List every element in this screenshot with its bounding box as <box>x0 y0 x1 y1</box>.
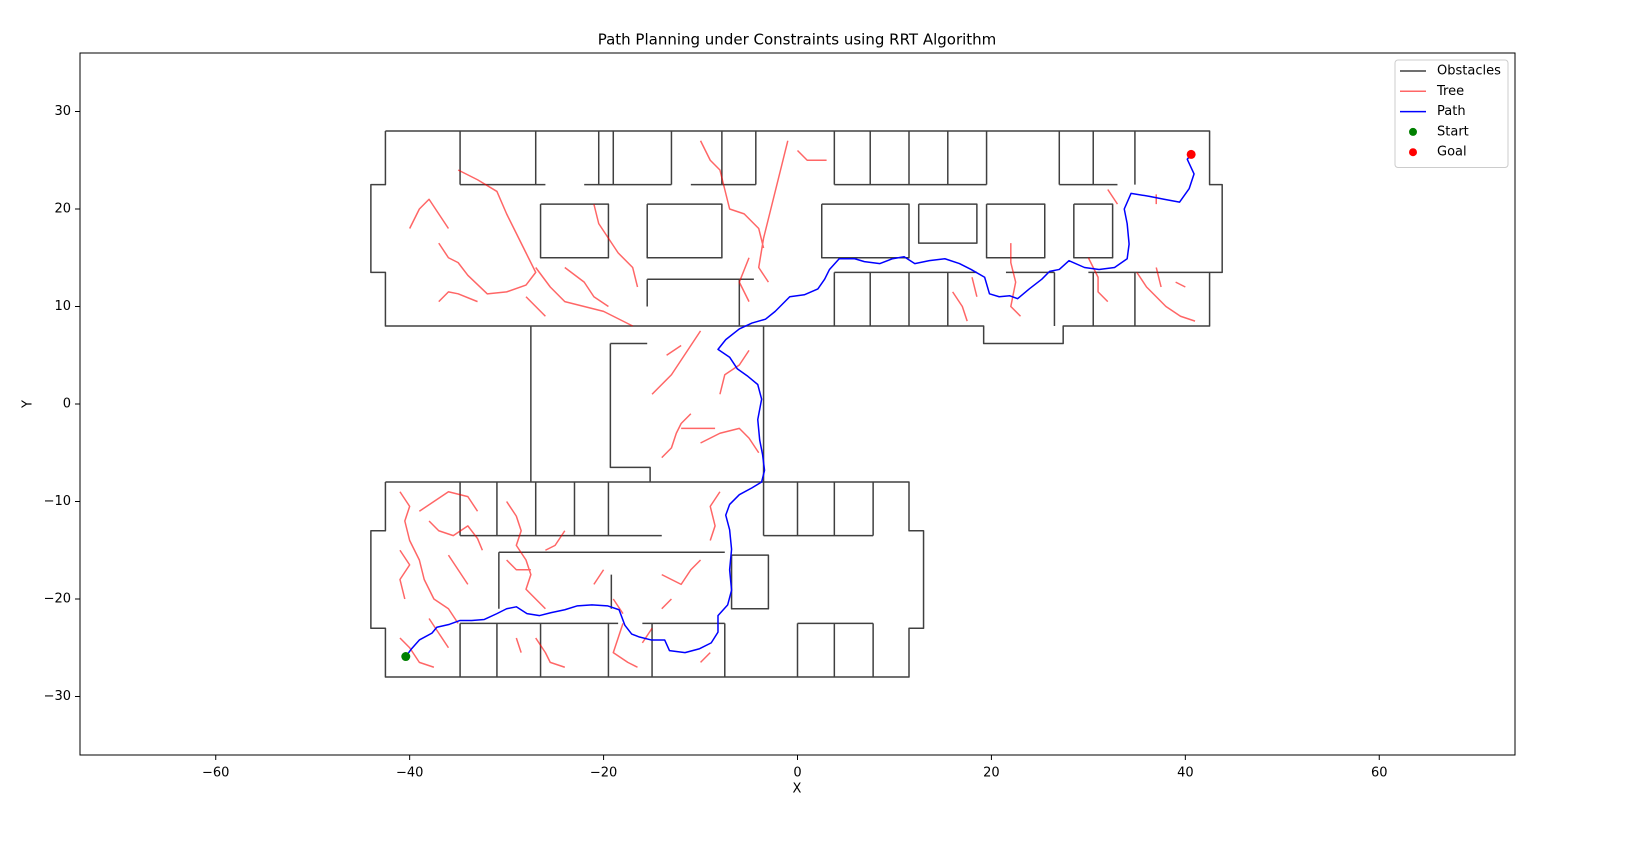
y-tick-label: −20 <box>44 592 71 607</box>
plot-area <box>370 130 1223 678</box>
legend-label: Obstacles <box>1437 64 1501 79</box>
x-tick-label: 20 <box>983 766 1000 781</box>
y-tick-label: −30 <box>44 689 71 704</box>
legend-box <box>1394 59 1509 168</box>
x-tick-label: −20 <box>590 766 617 781</box>
series-line <box>370 130 1223 678</box>
x-tick-label: −40 <box>396 766 423 781</box>
legend-label: Goal <box>1437 145 1467 160</box>
point <box>1186 149 1196 159</box>
legend-label: Tree <box>1436 84 1464 99</box>
series-line <box>399 140 1196 668</box>
legend-label: Path <box>1437 104 1466 119</box>
x-tick-label: 0 <box>793 766 801 781</box>
legend-marker <box>1409 148 1417 157</box>
point <box>401 652 411 662</box>
x-tick-label: 60 <box>1371 766 1388 781</box>
x-tick-label: 40 <box>1177 766 1194 781</box>
legend-label: Start <box>1437 124 1469 139</box>
x-tick-label: −60 <box>202 766 229 781</box>
y-tick-label: 0 <box>63 397 71 412</box>
y-tick-label: 10 <box>54 299 71 314</box>
x-axis-label: X <box>793 782 802 797</box>
legend-marker <box>1409 127 1417 136</box>
axes-frame <box>79 52 1516 756</box>
chart-title: Path Planning under Constraints using RR… <box>598 31 997 49</box>
y-tick-label: −10 <box>44 494 71 509</box>
y-tick-label: 30 <box>54 104 71 119</box>
y-tick-label: 20 <box>54 202 71 217</box>
series-line <box>405 153 1195 657</box>
y-axis-label: Y <box>21 400 36 409</box>
